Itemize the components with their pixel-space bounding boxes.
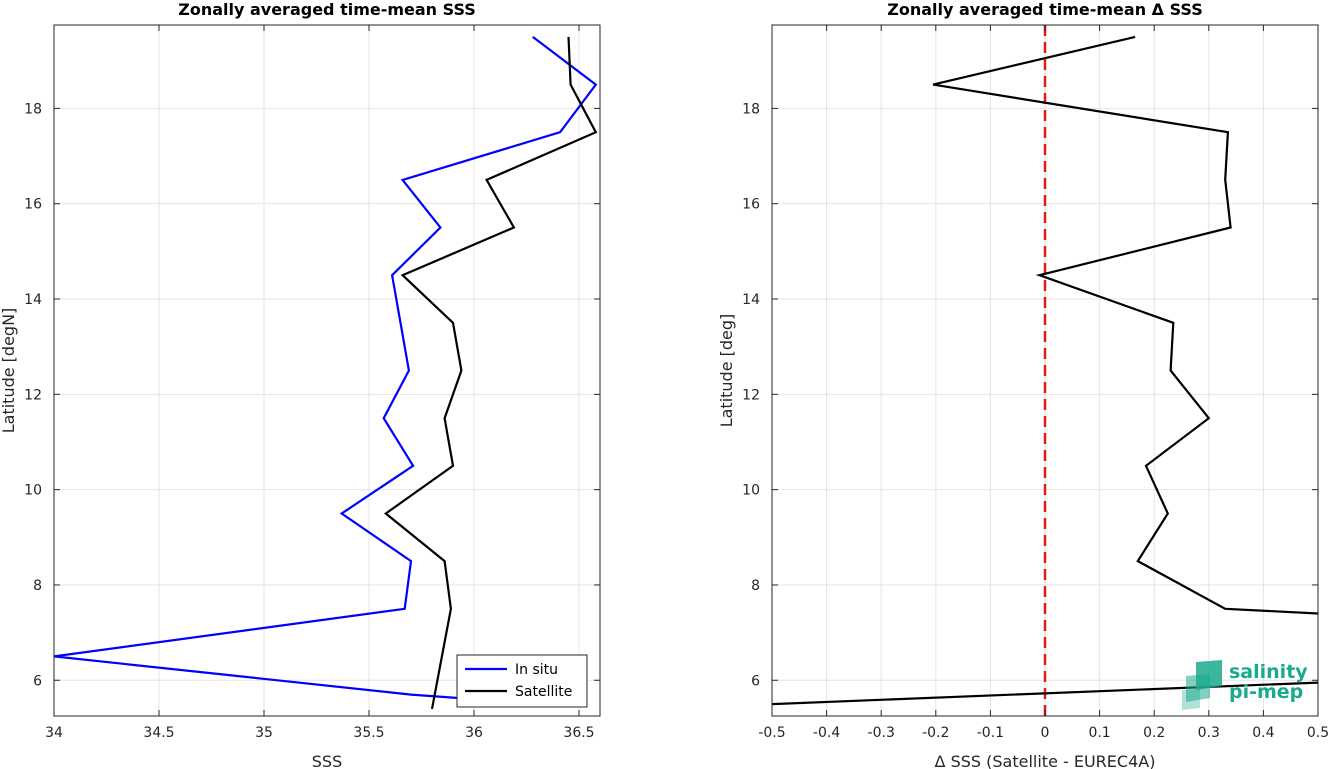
delta-sss-line-2: [772, 681, 1318, 706]
x-tick-label: 35.5: [353, 725, 384, 741]
y-tick-label: 8: [751, 578, 760, 594]
x-tick-label: -0.4: [813, 725, 840, 741]
chart-title: Zonally averaged time-mean SSS: [178, 0, 476, 19]
x-tick-label: 0: [1041, 725, 1050, 741]
x-tick-label: 0.3: [1198, 725, 1220, 741]
legend-label: In situ: [515, 662, 558, 678]
y-axis-label: Latitude [deg]: [717, 314, 736, 428]
x-tick-label: -0.1: [977, 725, 1004, 741]
x-tick-label: 36.5: [563, 725, 594, 741]
y-tick-label: 16: [24, 197, 42, 213]
x-tick-label: 35: [255, 725, 273, 741]
logo-block-front: [1182, 689, 1200, 710]
series-line-in-situ: [54, 36, 598, 706]
legend-box: [456, 654, 588, 708]
panel-sss: 34 34.5 35 35.5 36 36.5 6 8 10 12 14 16 18 Zonally av…: [0, 0, 601, 769]
y-tick-label: 14: [24, 292, 42, 308]
x-tick-label: 0.2: [1143, 725, 1165, 741]
y-tick-label: 14: [742, 292, 760, 308]
y-tick-label: 18: [24, 101, 42, 117]
x-tick-label: 34: [45, 725, 63, 741]
y-tick-label: 8: [33, 578, 42, 594]
x-tick-label: 34.5: [143, 725, 174, 741]
chart-title: Zonally averaged time-mean Δ SSS: [887, 0, 1203, 19]
legend: In situ Satellite: [456, 654, 588, 708]
axes-box: [53, 24, 601, 717]
y-tick-label: 12: [24, 387, 42, 403]
y-tick-label: 16: [742, 197, 760, 213]
y-tick-label: 10: [742, 483, 760, 499]
legend-label: Satellite: [515, 684, 572, 700]
y-tick-label: 12: [742, 387, 760, 403]
x-tick-label: 0.1: [1088, 725, 1110, 741]
x-axis-label: Δ SSS (Satellite - EUREC4A): [935, 752, 1156, 769]
x-axis-label: SSS: [312, 752, 342, 769]
x-tick-label: 0.5: [1307, 725, 1329, 741]
logo-block-mid: [1186, 674, 1210, 702]
delta-sss-line-1: [932, 35, 1318, 615]
y-tick-label: 6: [33, 673, 42, 689]
y-tick-label: 6: [751, 673, 760, 689]
logo-text-line1: salinity: [1229, 661, 1308, 683]
x-tick-label: 36: [465, 725, 483, 741]
x-tick-label: 0.4: [1252, 725, 1274, 741]
y-tick-label: 18: [742, 101, 760, 117]
x-tick-label: -0.5: [758, 725, 785, 741]
series-line-satellite: [383, 36, 598, 710]
panel-delta-sss: -0.5 -0.4 -0.3 -0.2 -0.1 0 0.1 0.2 0.3 0.4 0.5 6 8 10…: [717, 0, 1329, 769]
y-axis-label: Latitude [degN]: [0, 308, 18, 434]
x-tick-label: -0.3: [868, 725, 895, 741]
y-tick-label: 10: [24, 483, 42, 499]
x-tick-label: -0.2: [922, 725, 949, 741]
logo-text-line2: pi-mep: [1229, 681, 1303, 703]
